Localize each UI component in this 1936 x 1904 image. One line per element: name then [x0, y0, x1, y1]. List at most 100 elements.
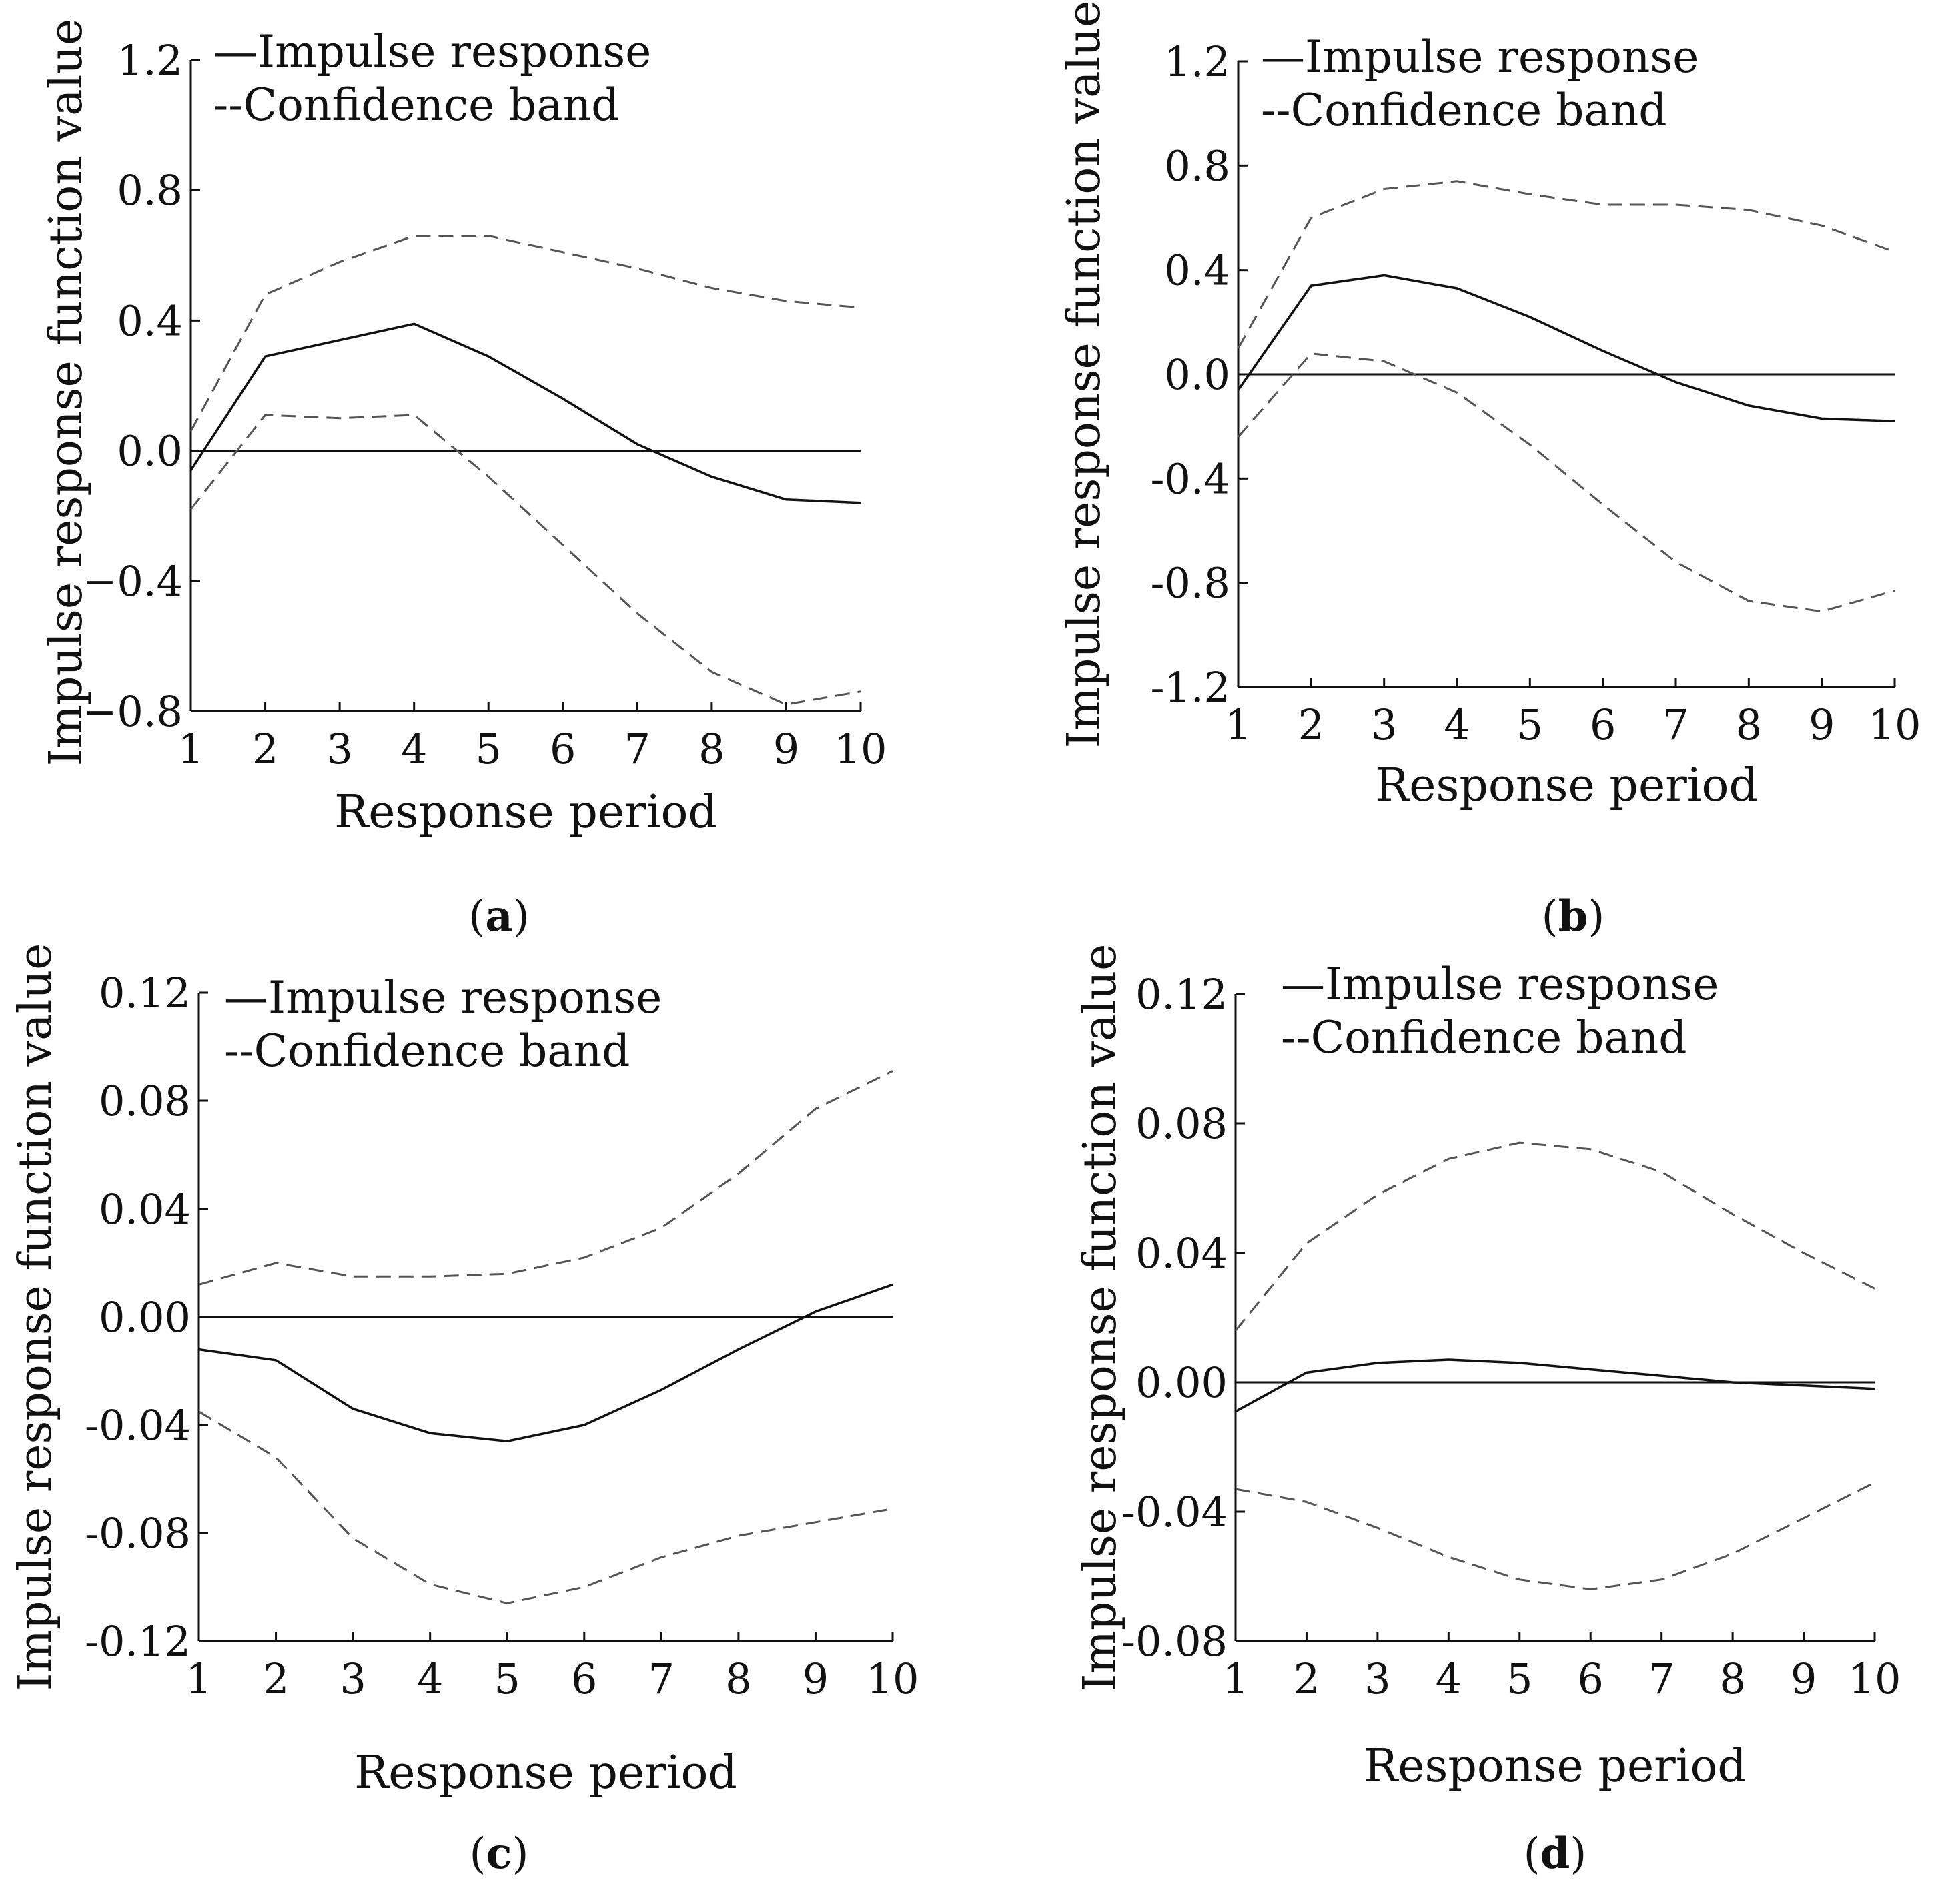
panel-label-letter: b	[1558, 891, 1588, 941]
x-tick-label: 4	[401, 725, 427, 773]
x-tick-label: 6	[550, 725, 576, 773]
chart-panel-c: 0.12 0.08 0.04 0.00 -0.04 -0.08 -0.121 2 3 4 5 6 7 8 9…	[9, 943, 919, 1879]
y-tick-label: 0.04	[1135, 1229, 1228, 1278]
x-tick-label: 3	[1371, 700, 1397, 749]
panel-label-open: (	[470, 1829, 486, 1879]
panel-label-letter: c	[486, 1829, 512, 1879]
x-tick-label: 9	[1791, 1654, 1817, 1703]
x-tick-label: 2	[1298, 700, 1324, 749]
confidence-band-upper-line	[1234, 1141, 1875, 1332]
x-tick-label: 8	[1736, 700, 1762, 749]
confidence-band-lower-line	[1235, 1481, 1875, 1590]
panel-label-open: (	[1542, 892, 1558, 941]
x-tick-label: 6	[571, 1654, 597, 1703]
chart-panel-a: 1.2 0.8 0.4 0.0 −0.4 −0.81 2 3 4 5 6 7 8 9 10 —Impulse …	[40, 19, 887, 941]
y-tick-label: 0.4	[117, 296, 183, 345]
panel-label-close: )	[1588, 892, 1604, 941]
x-tick-label: 8	[698, 725, 724, 773]
y-tick-label: -0.04	[1121, 1488, 1228, 1536]
panel-label: (c)	[470, 1829, 529, 1879]
chart-panel-d: 0.12 0.08 0.04 0.00 -0.04 -0.081 2 3 4 5 6 7 8 9 10 —Im…	[1074, 944, 1901, 1879]
y-tick-label: 0.8	[117, 166, 183, 215]
x-tick-label: 7	[1648, 1654, 1674, 1703]
y-axis-title: Impulse response function value	[1058, 1, 1111, 749]
y-tick-label: -0.08	[85, 1509, 191, 1558]
x-tick-label: 2	[1294, 1654, 1320, 1703]
x-tick-label: 6	[1590, 700, 1616, 749]
y-tick-label: 0.12	[1135, 970, 1228, 1019]
x-tick-label: 10	[1849, 1654, 1901, 1703]
x-tick-label: 3	[1364, 1654, 1390, 1703]
x-tick-label: 1	[1225, 700, 1251, 749]
x-tick-label: 1	[177, 725, 203, 773]
x-tick-label: 5	[475, 725, 501, 773]
x-axis-title: Response period	[334, 786, 717, 839]
panel-label: (b)	[1542, 891, 1605, 941]
confidence-band-lower-line	[198, 1410, 893, 1604]
y-axis-title: Impulse response function value	[1074, 944, 1127, 1692]
confidence-band-upper-line	[1237, 180, 1895, 349]
y-tick-label: −0.4	[82, 557, 183, 606]
x-tick-label: 1	[1222, 1654, 1248, 1703]
y-tick-label: -0.12	[85, 1617, 191, 1666]
x-tick-label: 4	[417, 1654, 443, 1703]
x-tick-label: 5	[1517, 700, 1543, 749]
y-tick-label: -0.08	[1121, 1617, 1228, 1666]
x-tick-label: 5	[1506, 1654, 1532, 1703]
panel-label: (a)	[468, 891, 529, 941]
x-tick-label: 4	[1436, 1654, 1462, 1703]
confidence-band-lower-line	[189, 414, 861, 706]
x-tick-label: 3	[340, 1654, 366, 1703]
panel-label-letter: a	[485, 891, 512, 941]
panel-label-open: (	[468, 892, 485, 941]
x-tick-label: 8	[1719, 1654, 1745, 1703]
impulse-response-line	[1235, 1358, 1875, 1413]
y-tick-label: -0.4	[1150, 454, 1230, 503]
y-axis-title: Impulse response function value	[40, 19, 93, 767]
x-axis-title: Response period	[1364, 1740, 1747, 1793]
x-tick-label: 3	[326, 725, 352, 773]
y-axis-title: Impulse response function value	[9, 943, 62, 1691]
y-tick-label: 1.2	[117, 36, 183, 85]
x-tick-label: 7	[624, 725, 650, 773]
legend-entry-confidence-band: --Confidence band	[1261, 85, 1667, 136]
x-tick-label: 10	[867, 1654, 919, 1703]
impulse-response-line	[198, 1283, 893, 1443]
y-tick-label: 0.04	[99, 1185, 191, 1234]
y-tick-label: −0.8	[82, 687, 183, 736]
legend-entry-impulse-response: —Impulse response	[1281, 959, 1719, 1010]
y-tick-label: 0.0	[1164, 350, 1230, 399]
legend-entry-impulse-response: —Impulse response	[1261, 31, 1699, 83]
impulse-response-line	[189, 322, 861, 504]
x-tick-label: 4	[1444, 700, 1470, 749]
confidence-band-upper-line	[198, 1070, 893, 1286]
x-axis-title: Response period	[1375, 759, 1758, 812]
y-tick-label: 0.08	[99, 1077, 191, 1125]
x-tick-label: 6	[1577, 1654, 1603, 1703]
x-tick-label: 9	[1809, 700, 1835, 749]
panel-label: (d)	[1524, 1829, 1587, 1879]
x-tick-label: 9	[773, 725, 799, 773]
legend-entry-confidence-band: --Confidence band	[213, 79, 620, 131]
x-tick-label: 8	[725, 1654, 751, 1703]
x-tick-label: 2	[263, 1654, 289, 1703]
panel-label-letter: d	[1540, 1829, 1570, 1879]
chart-panel-b: 1.2 0.8 0.4 0.0 -0.4 -0.8 -1.21 2 3 4 5 6 7 8 9 10 —Impu…	[1058, 1, 1921, 941]
y-tick-label: 0.12	[99, 969, 191, 1017]
y-tick-label: 0.00	[1135, 1358, 1228, 1407]
panel-label-open: (	[1524, 1829, 1540, 1879]
x-tick-label: 5	[494, 1654, 520, 1703]
x-tick-label: 10	[1869, 700, 1921, 749]
y-tick-label: 0.08	[1135, 1099, 1228, 1148]
y-tick-label: -0.04	[85, 1401, 191, 1450]
x-tick-label: 9	[803, 1654, 829, 1703]
y-tick-label: 0.00	[99, 1293, 191, 1342]
y-tick-label: 1.2	[1164, 37, 1230, 86]
x-axis-title: Response period	[354, 1747, 737, 1799]
y-tick-label: 0.8	[1164, 141, 1230, 190]
legend-entry-impulse-response: —Impulse response	[213, 26, 651, 77]
x-tick-label: 1	[185, 1654, 211, 1703]
impulse-response-line	[1237, 274, 1895, 423]
confidence-band-upper-line	[189, 235, 861, 432]
